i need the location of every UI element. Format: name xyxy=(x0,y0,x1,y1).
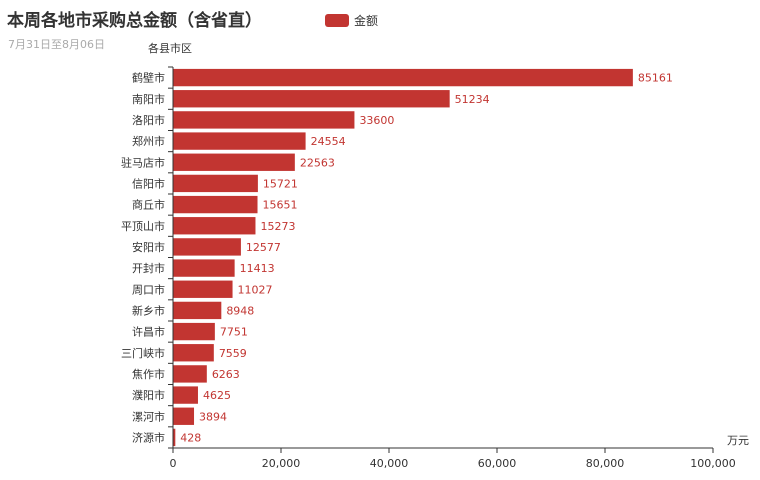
data-label: 8948 xyxy=(226,304,254,317)
data-label: 33600 xyxy=(359,114,394,127)
bar xyxy=(173,174,258,193)
data-label: 12577 xyxy=(246,241,281,254)
data-label: 24554 xyxy=(311,135,346,148)
x-tick-label: 60,000 xyxy=(478,457,517,470)
category-label: 安阳市 xyxy=(132,240,165,254)
bar xyxy=(173,111,355,129)
category-label: 许昌市 xyxy=(132,325,165,339)
x-tick-label: 100,000 xyxy=(690,457,736,470)
data-label: 15273 xyxy=(260,220,295,233)
category-label: 开封市 xyxy=(132,261,165,275)
data-label: 4625 xyxy=(203,389,231,402)
category-label: 南阳市 xyxy=(132,92,165,106)
bar xyxy=(173,90,450,108)
data-label: 3894 xyxy=(199,410,227,423)
x-tick-label: 0 xyxy=(170,457,177,470)
bar xyxy=(173,238,241,256)
bar xyxy=(173,280,233,298)
x-axis-name: 万元 xyxy=(727,434,749,447)
legend-label: 金额 xyxy=(354,14,379,28)
chart-subtitle: 7月31日至8月06日 xyxy=(8,38,105,51)
bar xyxy=(173,407,195,425)
x-tick-label: 80,000 xyxy=(586,457,625,470)
x-tick-label: 20,000 xyxy=(262,457,301,470)
data-label: 11413 xyxy=(240,262,275,275)
bar xyxy=(173,132,306,150)
data-label: 85161 xyxy=(638,72,673,85)
category-label: 濮阳市 xyxy=(132,388,165,402)
bar xyxy=(173,365,207,383)
category-label: 济源市 xyxy=(132,430,165,444)
legend[interactable]: 金额 xyxy=(325,12,378,29)
category-label: 商丘市 xyxy=(132,198,165,212)
legend-swatch xyxy=(325,14,349,27)
category-label: 鹤壁市 xyxy=(132,71,165,85)
category-label: 平顶山市 xyxy=(121,219,165,233)
bar xyxy=(173,386,198,404)
data-label: 428 xyxy=(180,431,201,444)
bar xyxy=(173,344,214,362)
bar xyxy=(173,259,235,277)
x-tick-label: 40,000 xyxy=(370,457,409,470)
data-label: 15651 xyxy=(263,199,298,212)
data-label: 7559 xyxy=(219,347,247,360)
chart-title: 本周各地市采购总金额（含省直） xyxy=(7,11,262,31)
data-label: 11027 xyxy=(238,283,273,296)
bar xyxy=(173,322,215,341)
y-axis-name: 各县市区 xyxy=(148,41,192,55)
category-label: 信阳市 xyxy=(132,176,165,190)
bar xyxy=(173,68,633,87)
data-label: 7751 xyxy=(220,326,248,339)
category-label: 洛阳市 xyxy=(132,113,165,127)
category-label: 焦作市 xyxy=(132,367,165,381)
bar xyxy=(173,195,258,214)
data-label: 6263 xyxy=(212,368,240,381)
data-label: 51234 xyxy=(455,93,490,106)
bar xyxy=(173,153,295,171)
category-label: 新乡市 xyxy=(132,303,165,317)
category-label: 驻马店市 xyxy=(121,155,165,169)
category-label: 周口市 xyxy=(132,282,165,296)
category-label: 三门峡市 xyxy=(121,346,165,360)
bar xyxy=(173,217,256,235)
category-label: 郑州市 xyxy=(132,134,165,148)
bar xyxy=(173,301,222,320)
data-label: 22563 xyxy=(300,156,335,169)
bar xyxy=(173,428,176,447)
data-label: 15721 xyxy=(263,177,298,190)
category-label: 漯河市 xyxy=(132,409,165,423)
